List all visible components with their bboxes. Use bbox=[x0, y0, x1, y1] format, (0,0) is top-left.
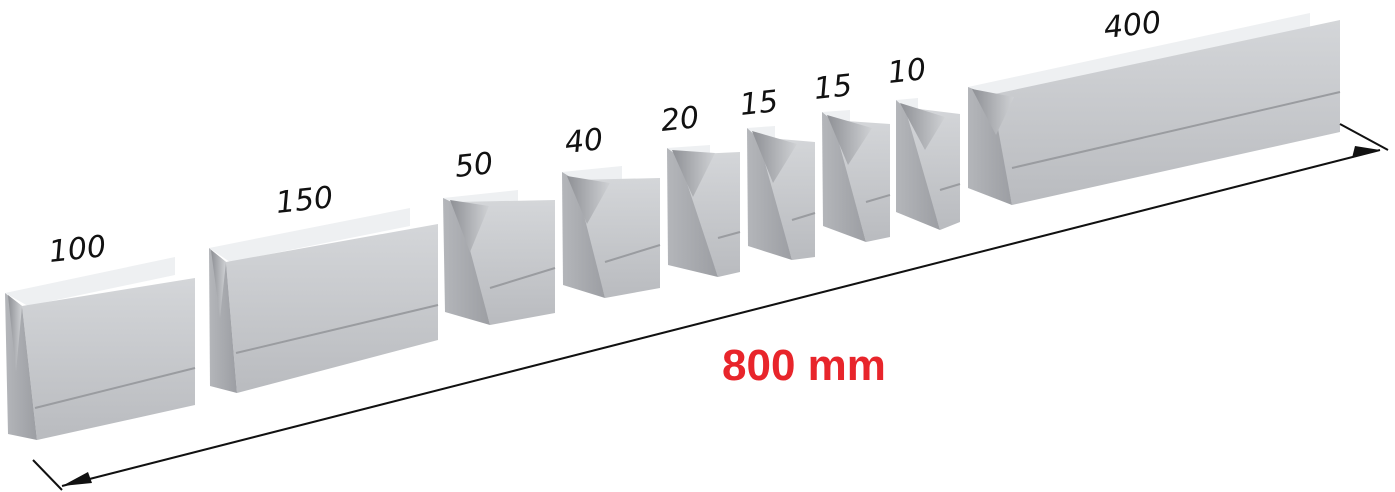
segment-block-400 bbox=[968, 13, 1341, 205]
segment-label-150: 150 bbox=[274, 180, 335, 221]
segment-label-100: 100 bbox=[47, 229, 108, 270]
segment-label-10: 10 bbox=[886, 52, 928, 91]
segment-block-50 bbox=[443, 190, 556, 325]
segment-label-20: 20 bbox=[659, 100, 701, 139]
segment-block-100 bbox=[5, 257, 196, 440]
segment-label-50: 50 bbox=[453, 146, 495, 185]
segment-block-10 bbox=[896, 98, 961, 230]
segment-block-40 bbox=[562, 166, 661, 298]
dimension-line bbox=[32, 123, 1389, 491]
arrowhead-left-icon bbox=[62, 472, 92, 486]
segment-block-15a bbox=[747, 126, 816, 260]
total-length-label: 800 mm bbox=[722, 341, 886, 390]
segment-block-150 bbox=[209, 208, 439, 393]
segment-label-15b: 15 bbox=[812, 68, 854, 107]
dimension-extension-left bbox=[32, 459, 63, 491]
dimension-extension-right bbox=[1339, 123, 1389, 151]
segment-label-40: 40 bbox=[563, 122, 605, 161]
segment-label-400: 400 bbox=[1102, 5, 1163, 46]
segment-label-15a: 15 bbox=[738, 84, 780, 123]
segment-block-20 bbox=[667, 145, 741, 277]
segment-block-15b bbox=[822, 110, 891, 242]
dimension-baseline bbox=[61, 149, 1381, 487]
arrowhead-right-icon bbox=[1352, 146, 1380, 158]
